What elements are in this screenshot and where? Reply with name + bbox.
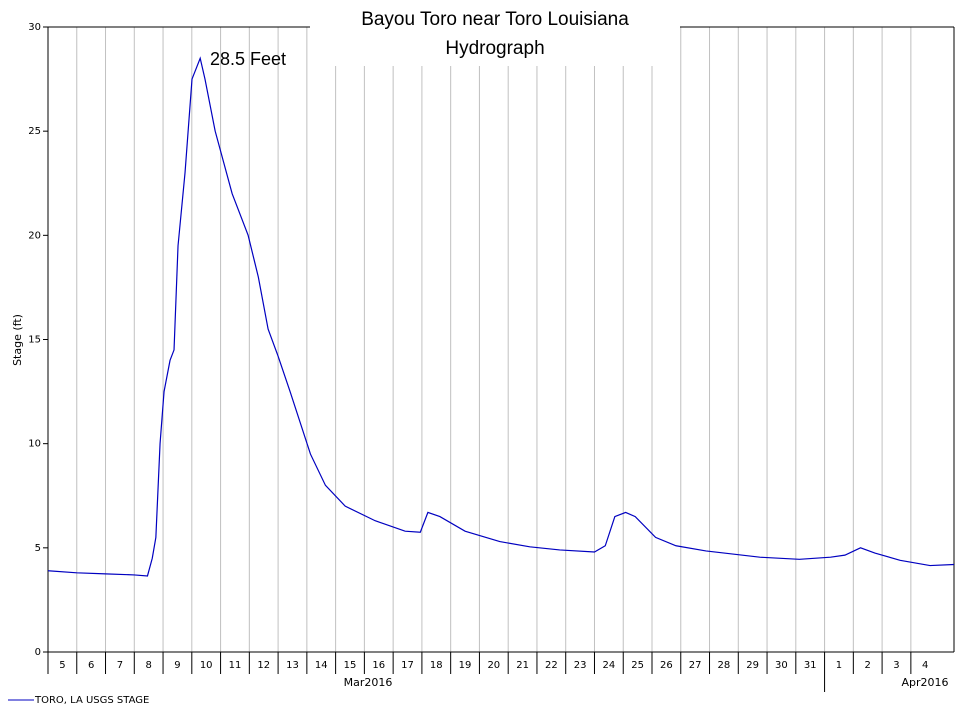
- x-tick-label: 18: [430, 660, 443, 671]
- x-tick-label: 3: [893, 660, 899, 671]
- y-tick-label: 0: [35, 647, 41, 658]
- x-tick-label: 6: [88, 660, 94, 671]
- y-tick-label: 30: [28, 22, 41, 33]
- x-tick-label: 9: [174, 660, 180, 671]
- x-tick-label: 12: [257, 660, 270, 671]
- plot: [47, 56, 955, 577]
- x-tick-label: 29: [746, 660, 759, 671]
- x-tick-label: 1: [836, 660, 842, 671]
- x-tick-label: 19: [459, 660, 472, 671]
- annotation: 28.5 Feet: [210, 49, 286, 69]
- x-tick-label: 11: [229, 660, 242, 671]
- x-tick-label: 30: [775, 660, 788, 671]
- y-tick-label: 25: [28, 126, 41, 137]
- x-tick-label: 27: [689, 660, 702, 671]
- x-tick-label: 14: [315, 660, 328, 671]
- x-tick-label: 4: [922, 660, 928, 671]
- x-tick-label: 17: [401, 660, 414, 671]
- x-tick-label: 31: [804, 660, 817, 671]
- y-axis-label: Stage (ft): [11, 314, 24, 366]
- x-tick-label: 26: [660, 660, 673, 671]
- x-tick-label: 16: [372, 660, 385, 671]
- x-tick-label: 5: [59, 660, 65, 671]
- series-line: [47, 56, 955, 577]
- x-tick-label: 13: [286, 660, 299, 671]
- x-tick-label: 25: [631, 660, 644, 671]
- x-tick-label: 2: [865, 660, 871, 671]
- x-tick-label: 7: [117, 660, 123, 671]
- x-tick-label: 8: [145, 660, 151, 671]
- x-tick-label: 22: [545, 660, 558, 671]
- x-tick-label: 20: [487, 660, 500, 671]
- x-tick-label: 10: [200, 660, 213, 671]
- x-tick-label: 15: [344, 660, 357, 671]
- x-tick-label: 21: [516, 660, 529, 671]
- grid: [47, 27, 912, 674]
- x-tick-label: 28: [718, 660, 731, 671]
- x-tick-label: 24: [602, 660, 615, 671]
- title-box: [310, 4, 680, 66]
- chart-title: Hydrograph: [445, 38, 544, 59]
- chart-title: Bayou Toro near Toro Louisiana: [361, 9, 629, 30]
- month-label: Apr2016: [901, 676, 948, 689]
- y-tick-label: 15: [28, 335, 41, 346]
- y-tick-label: 20: [28, 230, 41, 241]
- x-tick-label: 23: [574, 660, 587, 671]
- month-label: Mar2016: [344, 676, 393, 689]
- legend-label: TORO, LA USGS STAGE: [34, 695, 149, 706]
- y-tick-label: 10: [28, 439, 41, 450]
- y-tick-label: 5: [35, 543, 41, 554]
